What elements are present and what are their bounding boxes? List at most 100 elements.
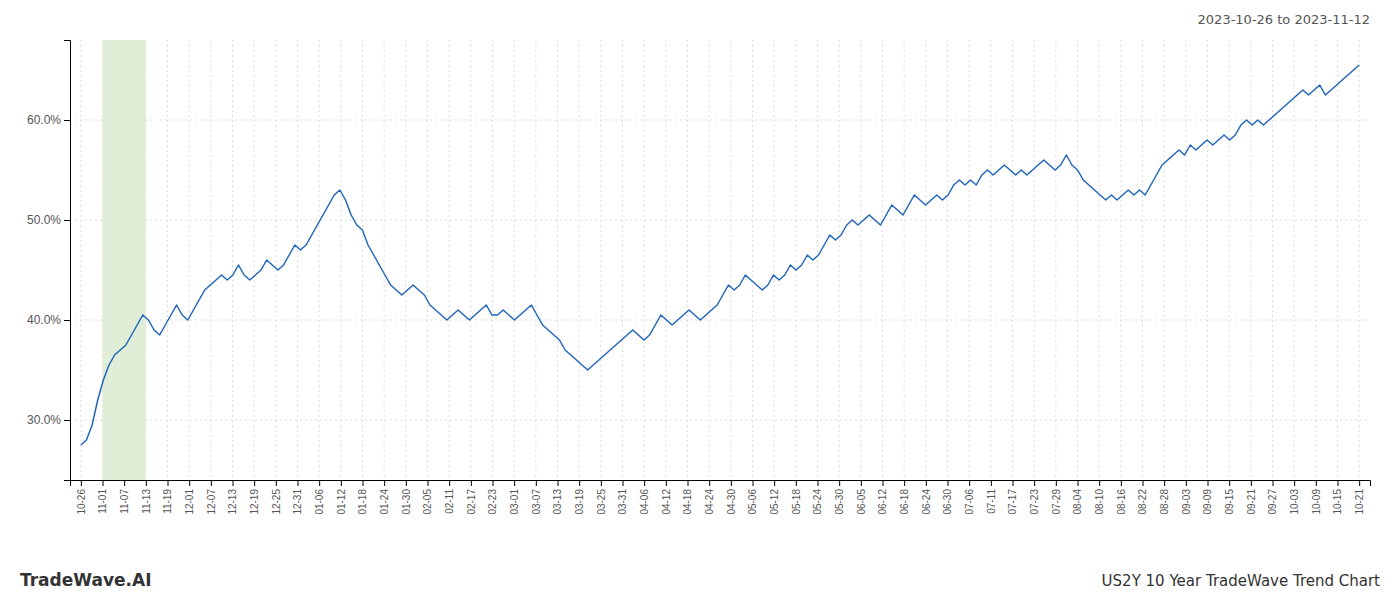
grid-line-x [1077, 40, 1078, 480]
x-tick-mark [1273, 480, 1274, 486]
x-tick-label: 09-15 [1224, 489, 1235, 515]
x-tick: 02-17 [466, 480, 477, 515]
x-tick-label: 11-01 [97, 489, 108, 514]
grid-line-x [860, 40, 861, 480]
x-tick-mark [1056, 480, 1057, 486]
x-tick: 01-30 [401, 480, 412, 515]
x-tick-mark [298, 480, 299, 486]
x-tick-mark [406, 480, 407, 486]
x-tick-mark [1294, 480, 1295, 486]
x-tick-label: 09-27 [1267, 489, 1278, 515]
x-tick-mark [1359, 480, 1360, 486]
x-tick-label: 12-19 [249, 489, 260, 515]
x-tick-label: 10-09 [1311, 489, 1322, 515]
x-tick: 06-12 [877, 480, 888, 515]
x-tick-label: 07-11 [986, 489, 997, 514]
grid-line-x [752, 40, 753, 480]
footer-right: US2Y 10 Year TradeWave Trend Chart [1102, 572, 1381, 590]
x-tick-mark [254, 480, 255, 486]
x-tick-mark [991, 480, 992, 486]
x-tick: 06-05 [856, 480, 867, 515]
x-tick-mark [1229, 480, 1230, 486]
grid-line-x [947, 40, 948, 480]
x-tick: 04-12 [661, 480, 672, 515]
x-tick-label: 03-13 [552, 489, 563, 515]
x-tick-label: 04-06 [639, 489, 650, 515]
x-tick-label: 12-31 [292, 489, 303, 515]
x-tick: 02-23 [487, 480, 498, 515]
x-tick: 12-07 [206, 480, 217, 515]
grid-line-x [514, 40, 515, 480]
x-tick-label: 11-13 [141, 489, 152, 514]
grid-line-x [557, 40, 558, 480]
x-tick-label: 12-25 [271, 489, 282, 515]
x-tick-label: 11-19 [162, 489, 173, 514]
x-axis: 10-2611-0111-0711-1311-1912-0112-0712-13… [71, 480, 1371, 515]
y-tick-label: 50.0% [27, 213, 61, 227]
grid-line-x [167, 40, 168, 480]
x-tick-mark [341, 480, 342, 486]
x-tick: 07-29 [1051, 480, 1062, 515]
x-tick-mark [1013, 480, 1014, 486]
x-tick-label: 08-28 [1159, 489, 1170, 515]
x-tick-mark [1078, 480, 1079, 486]
x-tick-mark [1338, 480, 1339, 486]
x-tick: 03-07 [531, 480, 542, 515]
x-tick-mark [818, 480, 819, 486]
x-tick: 05-12 [769, 480, 780, 515]
y-tick-mark [64, 120, 70, 121]
x-tick-mark [211, 480, 212, 486]
x-tick: 09-15 [1224, 480, 1235, 515]
x-tick-label: 03-07 [531, 489, 542, 515]
x-tick: 04-30 [726, 480, 737, 515]
grid-line-x [1229, 40, 1230, 480]
x-tick-mark [666, 480, 667, 486]
x-tick: 05-30 [834, 480, 845, 515]
x-tick-label: 05-30 [834, 489, 845, 515]
x-tick-label: 02-17 [466, 489, 477, 515]
x-tick: 06-18 [899, 480, 910, 515]
x-tick: 12-25 [271, 480, 282, 515]
x-tick: 03-01 [509, 480, 520, 515]
footer-left: TradeWave.AI [20, 570, 151, 590]
grid-line-x [297, 40, 298, 480]
grid-line-x [535, 40, 536, 480]
grid-line-x [1142, 40, 1143, 480]
grid-line-x [1250, 40, 1251, 480]
x-tick-mark [623, 480, 624, 486]
grid-line-x [904, 40, 905, 480]
x-tick: 01-18 [357, 480, 368, 515]
x-tick: 09-09 [1202, 480, 1213, 515]
grid-line-y [70, 120, 1370, 121]
x-tick-label: 02-23 [487, 489, 498, 515]
x-tick: 02-05 [422, 480, 433, 515]
x-tick-mark [731, 480, 732, 486]
x-tick-mark [233, 480, 234, 486]
grid-line-x [579, 40, 580, 480]
x-tick: 11-13 [141, 480, 152, 514]
x-tick-mark [168, 480, 169, 486]
grid-line-x [795, 40, 796, 480]
x-tick-label: 03-19 [574, 489, 585, 515]
grid-line-y [70, 420, 1370, 421]
x-tick: 05-06 [747, 480, 758, 515]
x-tick-mark [471, 480, 472, 486]
grid-line-x [644, 40, 645, 480]
x-tick: 10-09 [1311, 480, 1322, 515]
grid-line-x [1272, 40, 1273, 480]
y-tick-label: 40.0% [27, 313, 61, 327]
y-tick: 40.0% [27, 313, 70, 327]
grid-line-x [1034, 40, 1035, 480]
x-tick-label: 04-18 [682, 489, 693, 515]
x-tick-label: 07-29 [1051, 489, 1062, 515]
x-tick-mark [601, 480, 602, 486]
x-tick-label: 12-07 [206, 489, 217, 515]
grid-line-x [1359, 40, 1360, 480]
x-tick-mark [774, 480, 775, 486]
x-tick-mark [709, 480, 710, 486]
x-tick-mark [103, 480, 104, 486]
grid-line-x [709, 40, 710, 480]
x-tick-mark [904, 480, 905, 486]
x-tick: 04-18 [682, 480, 693, 515]
x-tick: 07-23 [1029, 480, 1040, 515]
